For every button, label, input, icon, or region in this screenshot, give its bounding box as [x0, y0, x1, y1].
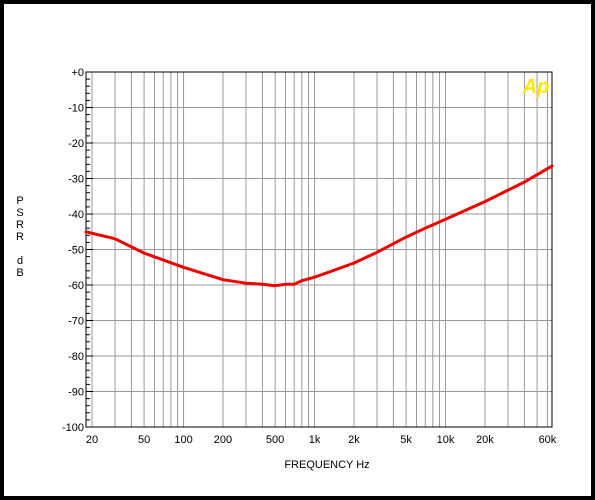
psrr-series-line	[84, 164, 554, 288]
y-tick-labels: +0 -10 -20 -30 -40 -50 -60 -70 -80 -90 -100	[62, 67, 84, 434]
y-tick-label: -60	[68, 280, 84, 292]
y-tick-label: -100	[62, 422, 84, 434]
x-tick-label: 200	[214, 434, 232, 446]
y-axis-title-char: R	[16, 219, 24, 231]
y-tick-label: +0	[71, 67, 84, 79]
y-tick-label: -90	[68, 387, 84, 399]
y-tick-label: -40	[68, 209, 84, 221]
y-axis-title-char: R	[16, 231, 24, 243]
series-layer	[84, 164, 554, 288]
y-tick-label: -70	[68, 316, 84, 328]
x-tick-label: 60k	[539, 434, 557, 446]
x-tick-label: 5k	[400, 434, 412, 446]
x-tick-label: 500	[266, 434, 284, 446]
y-tick-label: -80	[68, 351, 84, 363]
x-tick-label: 10k	[437, 434, 455, 446]
x-tick-label: 1k	[309, 434, 321, 446]
x-tick-label: 2k	[348, 434, 360, 446]
x-tick-label: 50	[138, 434, 150, 446]
x-tick-label: 100	[174, 434, 192, 446]
x-tick-label: 20	[86, 434, 98, 446]
minor-ticks	[86, 71, 93, 428]
y-axis-title-char: d	[17, 255, 23, 267]
x-tick-label: 20k	[476, 434, 494, 446]
y-axis-title-char: S	[16, 207, 23, 219]
x-tick-labels: 20 50 100 200 500 1k 2k 5k 10k 20k 60k	[86, 434, 557, 446]
y-tick-label: -50	[68, 245, 84, 257]
y-tick-label: -20	[68, 138, 84, 150]
y-axis-title-char: P	[16, 195, 23, 207]
x-axis-title: FREQUENCY Hz	[284, 459, 369, 471]
y-axis-title-char: B	[16, 267, 23, 279]
ap-logo: Ap	[522, 76, 550, 98]
y-tick-label: -30	[68, 174, 84, 186]
y-tick-label: -10	[68, 103, 84, 115]
grid	[86, 71, 552, 428]
